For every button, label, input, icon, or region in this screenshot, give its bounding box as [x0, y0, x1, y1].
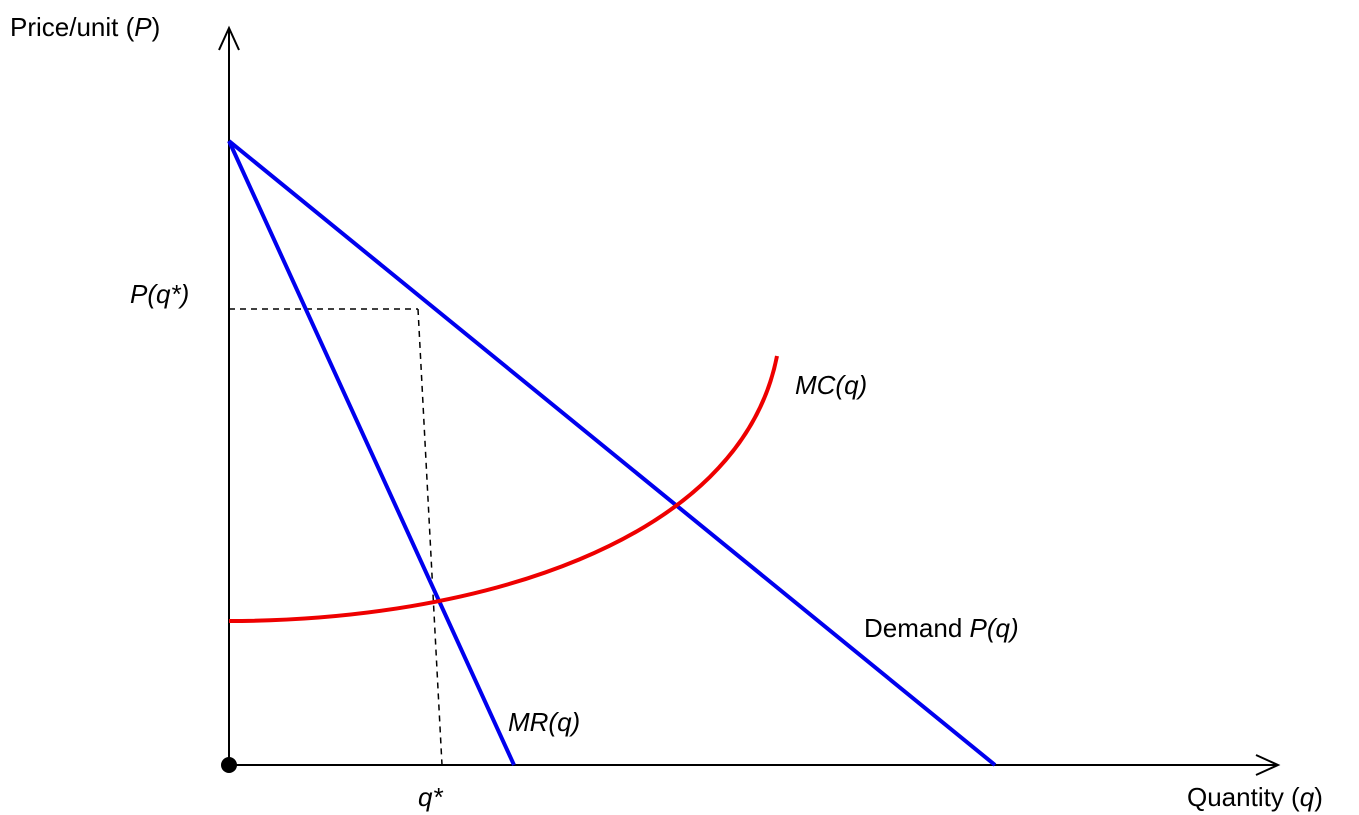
x-axis-label: Quantity (q) [1187, 782, 1323, 812]
demand-curve [227, 139, 997, 767]
price-level-label: P(q*) [130, 279, 189, 309]
y-axis-label: Price/unit (P) [10, 12, 160, 42]
quantity-level-label: q* [418, 782, 443, 812]
mc-label: MC(q) [795, 370, 867, 400]
mc-curve [228, 355, 779, 623]
origin-dot [221, 757, 237, 773]
price-guide-vertical [417, 308, 443, 766]
demand-label: Demand P(q) [864, 613, 1019, 643]
mr-label: MR(q) [508, 707, 580, 737]
x-axis-arrowhead [1255, 754, 1281, 776]
mr-curve [227, 140, 516, 766]
y-axis-arrowhead [218, 25, 240, 51]
